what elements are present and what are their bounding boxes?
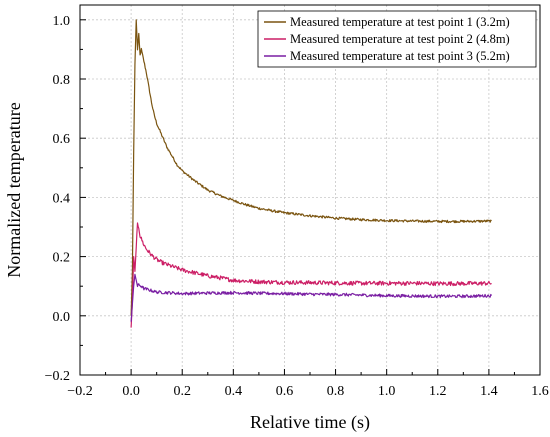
series-line-1 (130, 19, 492, 316)
x-tick-label: 1.2 (429, 384, 447, 399)
y-tick-label: 0.0 (53, 310, 71, 325)
x-tick-label: 1.0 (378, 384, 396, 399)
x-tick-label: 0.8 (327, 384, 345, 399)
y-tick-label: 0.8 (53, 73, 71, 88)
x-tick-label: 1.4 (480, 384, 498, 399)
series-line-3 (130, 273, 492, 322)
x-axis-label: Relative time (s) (250, 412, 370, 433)
y-tick-label: 0.4 (53, 191, 71, 206)
legend-box (257, 10, 537, 68)
y-tick-label: −0.2 (45, 369, 70, 384)
x-tick-label: 0.0 (122, 384, 140, 399)
legend: Measured temperature at test point 1 (3.… (257, 10, 537, 68)
axis-ticks: −0.2 0.0 0.2 0.4 0.6 0.8 1.0 1.2 1.4 1.6 −0.2 0.0 0.… (45, 14, 549, 399)
x-tick-label: 1.6 (531, 384, 549, 399)
series-line-2 (130, 222, 492, 328)
x-tick-label: 0.4 (225, 384, 243, 399)
x-tick-label: −0.2 (67, 384, 92, 399)
x-tick-label: 0.6 (276, 384, 294, 399)
x-tick-label: 0.2 (173, 384, 191, 399)
y-tick-label: 0.2 (53, 251, 71, 266)
legend-label-2: Measured temperature at test point 2 (4.… (290, 32, 510, 46)
y-axis-label: Normalized temperature (4, 102, 24, 277)
y-tick-label: 0.6 (53, 132, 71, 147)
legend-label-3: Measured temperature at test point 3 (5.… (290, 49, 510, 63)
series-lines (130, 19, 492, 328)
y-tick-label: 1.0 (53, 14, 71, 29)
legend-label-1: Measured temperature at test point 1 (3.… (290, 15, 510, 29)
